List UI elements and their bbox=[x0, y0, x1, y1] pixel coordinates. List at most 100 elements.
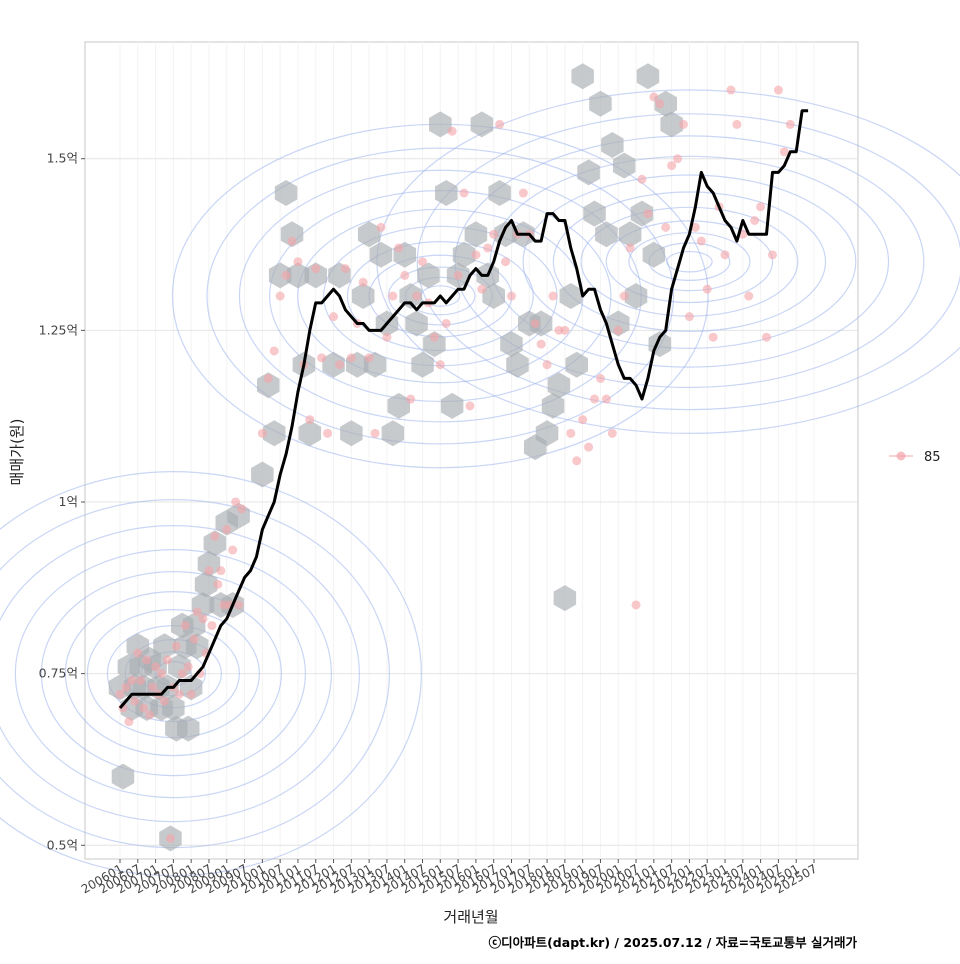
transaction-point bbox=[159, 696, 169, 706]
hexbin-cell bbox=[263, 420, 286, 447]
transaction-point bbox=[732, 119, 742, 129]
transaction-point bbox=[133, 648, 143, 658]
legend-label: 85 bbox=[924, 450, 941, 465]
hexbin-cell bbox=[274, 180, 298, 206]
transaction-point bbox=[216, 566, 226, 576]
y-tick-label: 1억 bbox=[59, 494, 78, 509]
grid-layer bbox=[85, 42, 858, 859]
transaction-point bbox=[237, 504, 247, 514]
hexbin-cell bbox=[595, 221, 618, 248]
hexbin-cell bbox=[589, 90, 612, 117]
hexbin-cell bbox=[607, 310, 630, 337]
transaction-point bbox=[400, 270, 410, 280]
transaction-point bbox=[148, 682, 158, 692]
transaction-point bbox=[631, 600, 641, 610]
transaction-point bbox=[210, 531, 220, 541]
hexbin-cell bbox=[630, 200, 654, 227]
hexbin-cell bbox=[577, 159, 600, 186]
transaction-point bbox=[560, 325, 570, 335]
transaction-point bbox=[690, 222, 700, 232]
transaction-point bbox=[228, 545, 238, 555]
transaction-point bbox=[495, 119, 505, 129]
transaction-point bbox=[655, 99, 665, 109]
transaction-point bbox=[607, 428, 617, 438]
transaction-point bbox=[418, 257, 428, 267]
transaction-point bbox=[174, 689, 184, 699]
hexbin-cell bbox=[405, 310, 428, 337]
hexbin-cell bbox=[642, 241, 666, 268]
transaction-point bbox=[162, 655, 172, 665]
transaction-point bbox=[269, 346, 279, 356]
hexbin-cell bbox=[417, 262, 440, 289]
transaction-point bbox=[346, 353, 356, 363]
transaction-point bbox=[542, 360, 552, 370]
transaction-point bbox=[275, 291, 285, 301]
transaction-point bbox=[293, 257, 303, 267]
transaction-point bbox=[370, 428, 380, 438]
hexbin-cell bbox=[111, 763, 135, 790]
transaction-point bbox=[192, 607, 202, 617]
hexbin-cell bbox=[464, 221, 488, 248]
moving-average-line bbox=[118, 109, 809, 709]
transaction-point bbox=[684, 312, 694, 322]
y-axis-ticks: 0.5억 0.75억 1억 1.25억 1.5억 bbox=[39, 151, 85, 852]
transaction-point bbox=[130, 696, 140, 706]
hexbin-cell bbox=[197, 550, 221, 577]
transaction-point bbox=[364, 353, 374, 363]
transaction-point bbox=[785, 119, 795, 129]
transaction-point bbox=[165, 833, 175, 843]
hexbin-cell bbox=[618, 221, 642, 248]
transaction-point bbox=[234, 600, 244, 610]
hexbin-cell bbox=[381, 420, 405, 447]
transaction-point bbox=[151, 662, 161, 672]
transaction-point bbox=[679, 119, 689, 129]
transaction-point bbox=[358, 277, 368, 287]
hexbin-cell bbox=[565, 351, 588, 378]
hexbin-cell bbox=[440, 392, 464, 419]
hexbin-cell bbox=[251, 461, 274, 488]
transaction-point bbox=[548, 291, 558, 301]
hexbin-cell bbox=[488, 180, 511, 206]
transaction-point bbox=[394, 243, 404, 253]
transaction-point bbox=[590, 394, 600, 404]
transaction-point bbox=[750, 216, 760, 226]
hexbin-cell bbox=[203, 530, 227, 557]
transaction-point bbox=[157, 669, 167, 679]
transaction-point bbox=[779, 147, 789, 157]
hexbin-cell bbox=[268, 262, 292, 289]
transaction-point bbox=[317, 353, 327, 363]
transaction-point bbox=[127, 675, 137, 685]
transaction-point bbox=[388, 291, 398, 301]
density-contour bbox=[0, 471, 422, 877]
hexbin-cell bbox=[571, 63, 594, 90]
transaction-point bbox=[180, 621, 190, 631]
transaction-point bbox=[578, 415, 588, 425]
transaction-point bbox=[696, 236, 706, 246]
transaction-point bbox=[471, 250, 481, 260]
transaction-point bbox=[376, 222, 386, 232]
transaction-point bbox=[207, 621, 217, 631]
transaction-point bbox=[198, 614, 208, 624]
hexbin-cell bbox=[435, 180, 458, 206]
transaction-point bbox=[171, 641, 181, 651]
x-axis-ticks: 2006012006072007012007072008012008072009… bbox=[79, 859, 820, 897]
transaction-point bbox=[673, 154, 683, 164]
transaction-point bbox=[257, 428, 267, 438]
transaction-point bbox=[667, 161, 677, 171]
hexbin-cell bbox=[194, 571, 218, 598]
transaction-point bbox=[323, 428, 333, 438]
transaction-point bbox=[625, 243, 635, 253]
transaction-point bbox=[222, 524, 232, 534]
hexbin-cell bbox=[177, 715, 200, 742]
hexbin-cell bbox=[535, 420, 559, 447]
y-axis-title: 매매가(원) bbox=[8, 419, 26, 486]
hexbin-cell bbox=[541, 392, 565, 419]
transaction-point bbox=[311, 264, 321, 274]
hexbin-cell bbox=[357, 221, 381, 248]
transaction-point bbox=[762, 332, 772, 342]
transaction-point bbox=[441, 318, 451, 328]
hexbin-cell bbox=[423, 331, 446, 358]
hexbin-cell bbox=[654, 90, 677, 117]
hexbin-cell bbox=[601, 132, 624, 158]
